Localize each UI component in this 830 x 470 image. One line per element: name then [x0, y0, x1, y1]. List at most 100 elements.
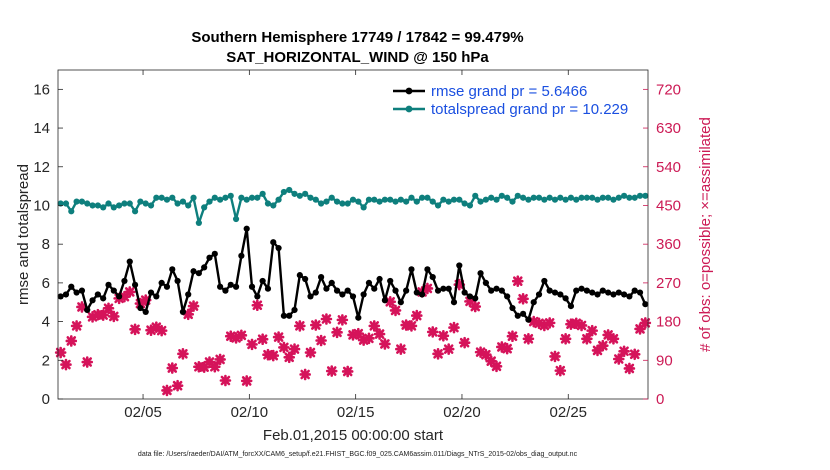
spread-point [238, 194, 245, 201]
spread-point [482, 196, 489, 203]
spread-point [190, 194, 197, 201]
obs-marker [230, 332, 242, 344]
rmse-point [254, 293, 261, 300]
rmse-point [562, 295, 569, 302]
rmse-point [174, 277, 181, 285]
spread-point [280, 188, 288, 196]
rmse-point [105, 281, 112, 288]
y-right-tick-label: 180 [656, 314, 681, 331]
x-tick-label: 02/20 [443, 404, 481, 421]
rmse-point [599, 287, 606, 294]
rmse-point [158, 279, 165, 286]
x-tick-label: 02/10 [231, 404, 269, 421]
rmse-point [413, 289, 420, 296]
rmse-point [424, 266, 431, 273]
spread-point [440, 196, 447, 203]
spread-point [312, 196, 319, 203]
obs-marker [54, 346, 67, 359]
spread-point [201, 204, 208, 211]
obs-marker [506, 330, 519, 343]
spread-point [78, 198, 86, 205]
rmse-point [434, 287, 442, 294]
spread-point [546, 194, 553, 201]
obs-marker [60, 358, 72, 371]
rmse-point [514, 312, 521, 319]
obs-marker [123, 286, 136, 298]
obs-marker [543, 317, 556, 329]
obs-marker [517, 292, 529, 305]
rmse-point [450, 299, 458, 306]
rmse-point [275, 244, 282, 252]
obs-marker [421, 282, 434, 295]
spread-point [498, 192, 505, 199]
obs-marker [538, 319, 551, 332]
spread-point [323, 198, 330, 205]
obs-marker [575, 319, 588, 332]
rmse-point [631, 287, 638, 294]
rmse-point [217, 283, 224, 290]
spread-point [418, 194, 426, 201]
spread-point [519, 194, 527, 201]
obs-marker [490, 360, 503, 373]
y-tick-label: 6 [42, 275, 50, 292]
rmse-point [429, 273, 436, 281]
rmse-point [488, 287, 495, 294]
obs-marker [108, 310, 120, 323]
spread-point [413, 198, 420, 205]
obs-marker [161, 384, 173, 397]
obs-marker [315, 334, 327, 347]
spread-point [371, 196, 378, 203]
rmse-point [626, 293, 633, 300]
rmse-point [578, 285, 585, 292]
rmse-point [392, 287, 399, 294]
obs-marker [325, 365, 338, 377]
spread-point [89, 202, 96, 209]
rmse-point [440, 285, 447, 292]
rmse-point [615, 289, 622, 296]
obs-marker [182, 308, 195, 321]
spread-point [365, 196, 373, 203]
spread-point [594, 196, 601, 203]
spread-point [551, 196, 559, 203]
spread-point [73, 198, 80, 205]
rmse-point [57, 293, 64, 300]
obs-marker [309, 319, 322, 331]
rmse-point [525, 316, 532, 323]
spread-point [610, 196, 617, 203]
spread-point [291, 190, 298, 197]
spread-point [264, 200, 272, 207]
legend-swatch-marker [405, 105, 413, 113]
x-tick-label: 02/05 [124, 404, 162, 421]
obs-marker [240, 375, 253, 387]
obs-marker [581, 332, 593, 345]
obs-marker [618, 345, 630, 358]
spread-point [514, 192, 521, 199]
rmse-point [206, 254, 213, 261]
spread-point [126, 200, 133, 207]
spread-point [381, 196, 388, 203]
obs-marker [586, 324, 598, 337]
obs-marker [251, 299, 264, 312]
obs-marker [81, 356, 94, 368]
rmse-point [169, 266, 176, 273]
rmse-point [461, 289, 468, 296]
spread-point [344, 200, 351, 207]
rmse-point [211, 250, 218, 257]
rmse-point [333, 287, 341, 294]
obs-marker [150, 321, 163, 333]
spread-point [206, 198, 213, 205]
rmse-point [408, 266, 415, 273]
obs-marker [219, 374, 232, 387]
spread-point [424, 194, 431, 201]
obs-marker [341, 365, 354, 378]
spread-point [477, 198, 484, 205]
obs-marker [602, 329, 614, 341]
y-axis-label: rmse and totalspread [15, 164, 32, 305]
rmse-point [137, 304, 144, 312]
spread-point [339, 200, 346, 207]
spread-point [333, 198, 341, 205]
spread-point [254, 194, 261, 201]
rmse-point [509, 304, 516, 312]
obs-marker [320, 313, 333, 325]
rmse-point [153, 293, 160, 300]
